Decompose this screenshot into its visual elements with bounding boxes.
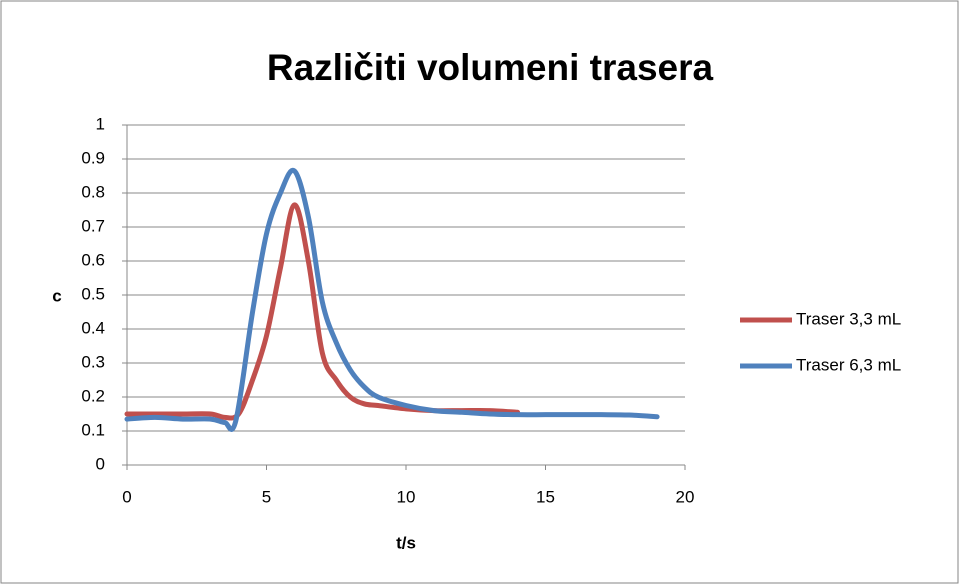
- y-tick-label: 0.5: [81, 284, 105, 303]
- series-line: [124, 167, 660, 433]
- x-tick-label: 0: [122, 487, 131, 506]
- y-tick-label: 1: [96, 114, 105, 133]
- y-axis-label: c: [52, 286, 61, 305]
- x-axis-label: t/s: [396, 533, 416, 552]
- y-tick-label: 0: [96, 454, 105, 473]
- chart-title: Različiti volumeni trasera: [267, 47, 714, 88]
- x-tick-label: 10: [397, 487, 416, 506]
- y-tick-label: 0.8: [81, 182, 105, 201]
- y-tick-label: 0.3: [81, 352, 105, 371]
- x-tick-label: 5: [262, 487, 271, 506]
- legend-label: Traser 6,3 mL: [796, 355, 901, 374]
- y-tick-label: 0.1: [81, 420, 105, 439]
- legend-label: Traser 3,3 mL: [796, 309, 901, 328]
- x-tick-label: 20: [676, 487, 695, 506]
- y-tick-label: 0.4: [81, 318, 105, 337]
- y-tick-label: 0.2: [81, 386, 105, 405]
- y-tick-label: 0.6: [81, 250, 105, 269]
- x-tick-label: 15: [536, 487, 555, 506]
- y-tick-label: 0.9: [81, 148, 105, 167]
- y-tick-label: 0.7: [81, 216, 105, 235]
